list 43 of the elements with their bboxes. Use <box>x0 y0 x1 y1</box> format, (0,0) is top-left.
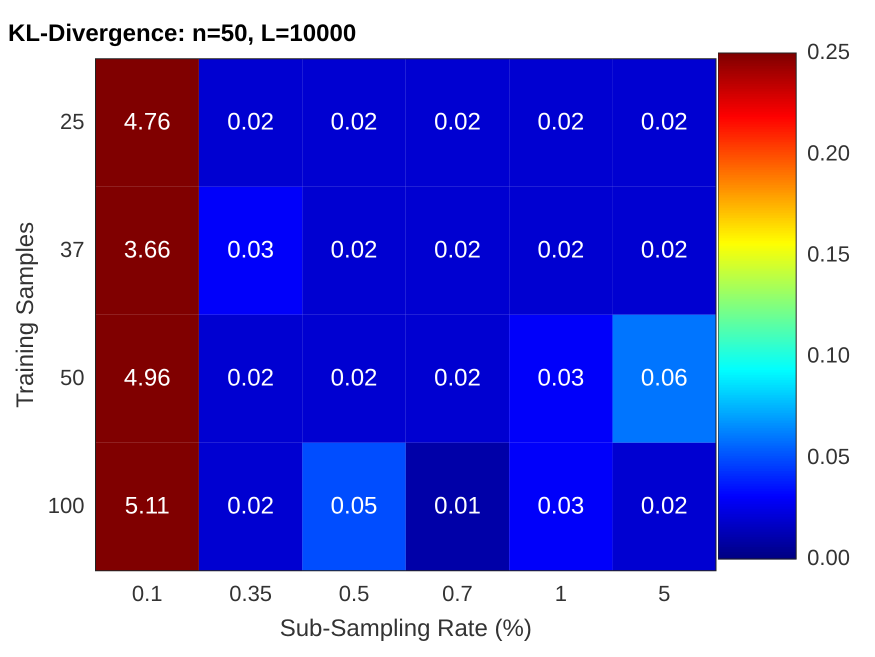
x-tick-label: 0.35 <box>229 581 272 606</box>
data-label: 0.03 <box>538 364 584 392</box>
color-bar-label: 0.25 <box>807 39 850 64</box>
x-axis-title: Sub-Sampling Rate (%) <box>280 615 532 642</box>
color-bar-label: 0.15 <box>807 241 850 266</box>
data-label: 0.01 <box>434 492 481 520</box>
y-tick-label: 100 <box>48 492 85 518</box>
color-bar-label: 0.20 <box>807 140 850 166</box>
y-tick-label: 37 <box>60 236 85 262</box>
data-label: 0.05 <box>330 492 378 520</box>
data-label: 0.02 <box>227 108 274 136</box>
x-tick-label: 5 <box>658 581 670 606</box>
data-label: 0.02 <box>434 236 481 264</box>
data-label: 0.02 <box>538 108 584 136</box>
data-label: 5.11 <box>124 492 170 520</box>
y-tick-label: 25 <box>60 108 85 134</box>
data-label: 0.02 <box>640 492 688 520</box>
data-label: 0.02 <box>434 108 481 136</box>
x-tick-label: 0.7 <box>442 581 473 606</box>
data-label: 0.06 <box>640 364 688 392</box>
data-label: 3.66 <box>124 236 171 264</box>
y-tick-label: 50 <box>60 364 85 390</box>
color-bar-label: 0.05 <box>807 444 850 469</box>
data-label: 0.02 <box>434 364 481 392</box>
chart-title: KL-Divergence: n=50, L=10000 <box>8 20 356 48</box>
y-axis-title: Training Samples <box>12 222 40 408</box>
data-label: 0.02 <box>538 236 584 264</box>
data-label: 0.02 <box>330 364 378 392</box>
x-tick-label: 0.1 <box>132 581 163 606</box>
data-label: 0.02 <box>227 492 274 520</box>
data-label: 4.96 <box>124 364 171 392</box>
data-label: 4.76 <box>124 108 171 136</box>
data-label: 0.02 <box>330 108 378 136</box>
x-tick-label: 1 <box>554 581 567 606</box>
x-tick-label: 0.5 <box>338 581 370 606</box>
data-label: 0.02 <box>227 364 274 392</box>
data-label: 0.02 <box>330 236 378 264</box>
data-label: 0.02 <box>640 236 688 264</box>
data-label: 0.03 <box>227 236 274 264</box>
color-bar-label: 0.10 <box>807 342 850 368</box>
data-label: 0.02 <box>640 108 688 136</box>
color-bar-label: 0.00 <box>807 545 850 570</box>
data-label: 0.03 <box>538 492 584 520</box>
